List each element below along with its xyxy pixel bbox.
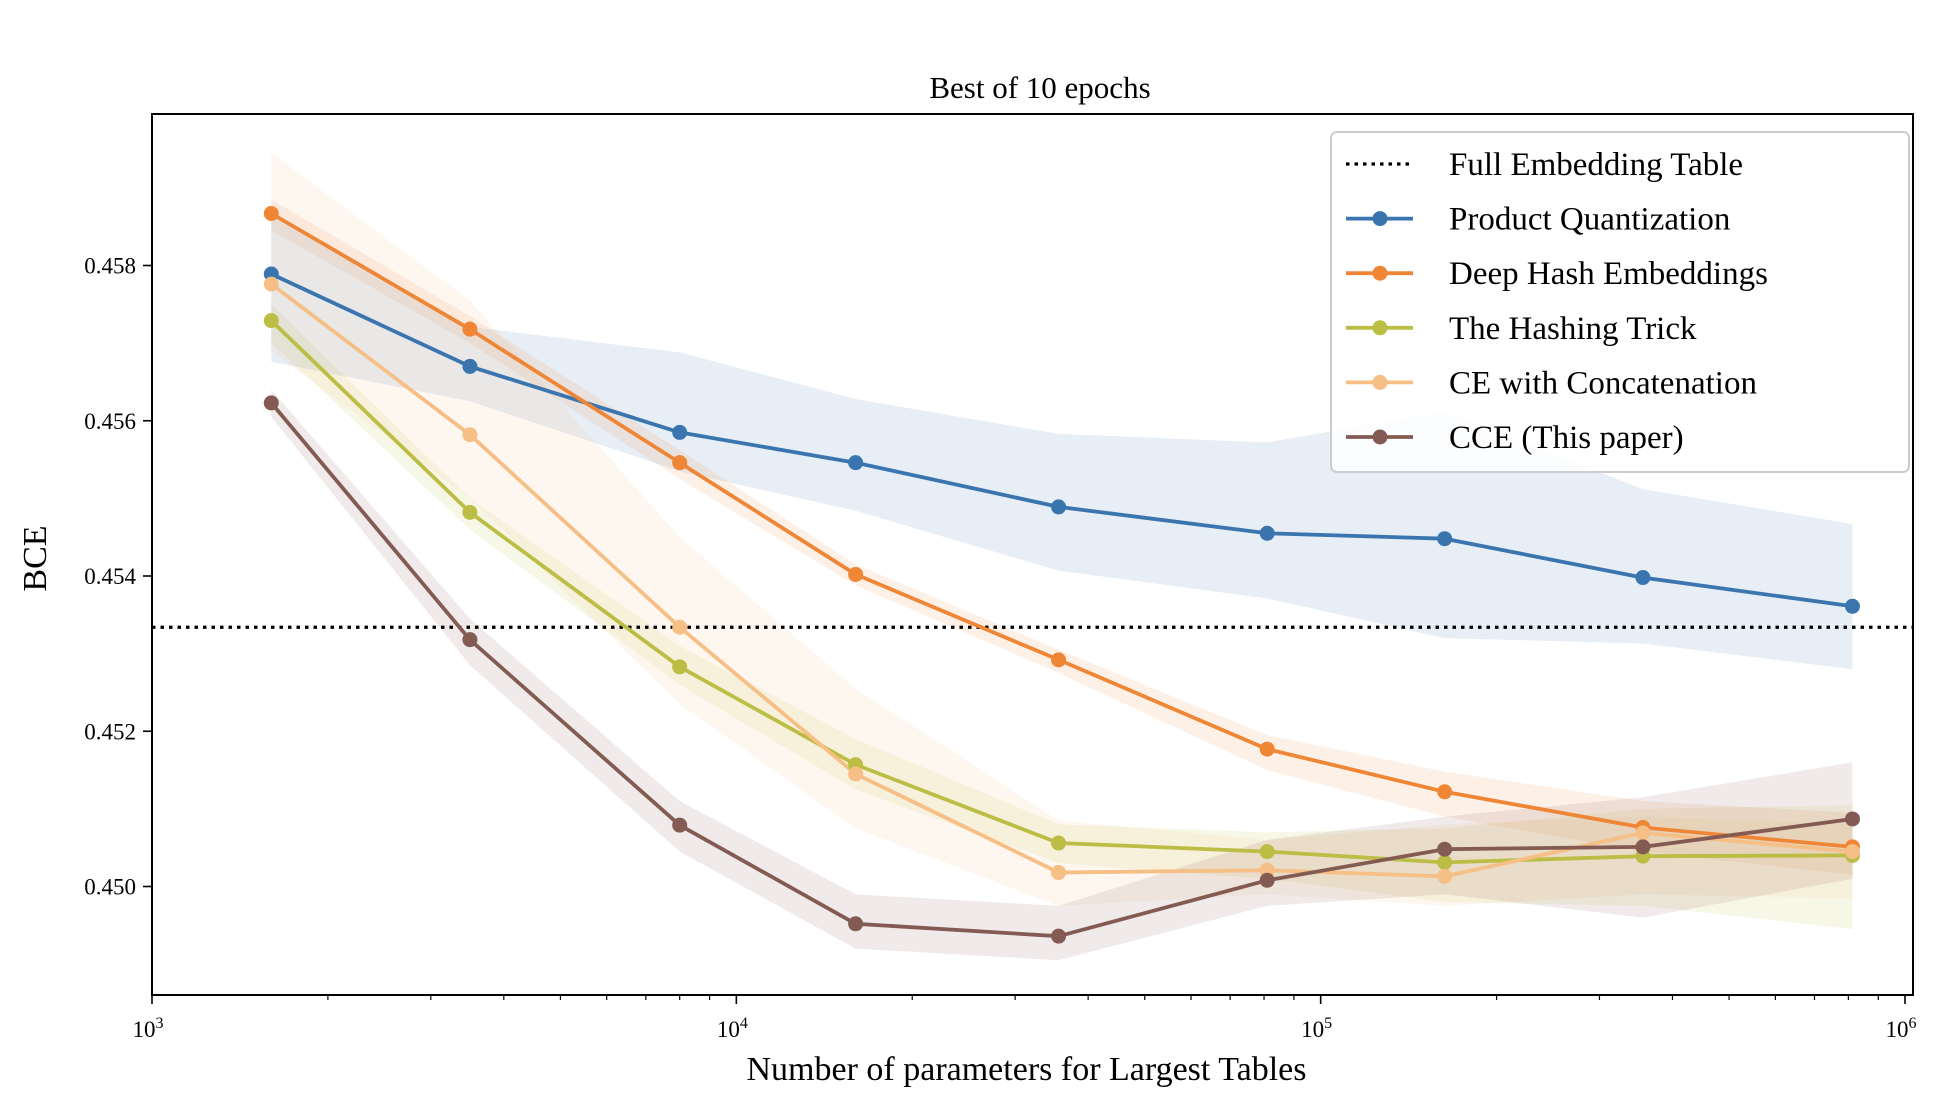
y-tick-label: 0.458 [84,254,136,279]
x-tick-label: 106 [1886,1015,1917,1042]
plot-frame [151,113,1914,996]
data-point [462,358,478,374]
series-points [263,205,1860,944]
legend-box [1330,131,1910,473]
legend-marker-icon [1372,429,1388,445]
legend-label: Full Embedding Table [1449,147,1743,183]
data-point [1259,741,1275,757]
legend-marker-icon [1372,265,1388,281]
data-point [462,632,478,648]
legend-marker-icon [1372,374,1388,390]
x-tick-label: 105 [1301,1015,1332,1042]
chart-title: Best of 10 epochs [929,70,1150,105]
data-point [462,321,478,337]
data-point [672,424,688,440]
confidence-band [271,304,1853,930]
data-point [1635,839,1651,855]
data-point [1437,531,1453,547]
data-point [263,313,279,329]
x-axis-ticks: 103 104 105 106 [133,995,1917,1042]
data-point [1259,844,1275,860]
legend-label: Deep Hash Embeddings [1449,256,1768,292]
data-point [1051,865,1067,881]
data-point [1437,784,1453,800]
legend-label: CE with Concatenation [1449,365,1757,401]
legend-item: CCE (This paper) [1346,420,1684,456]
x-axis-label: Number of parameters for Largest Tables [747,1051,1307,1088]
data-point [1437,868,1453,884]
data-point [1437,841,1453,857]
data-point [672,659,688,675]
confidence-band [271,199,1853,875]
data-point [848,916,864,932]
y-tick-label: 0.456 [84,409,136,434]
legend-label: The Hashing Trick [1449,311,1697,347]
data-point [1844,598,1860,614]
data-point [848,455,864,471]
y-tick-label: 0.452 [84,719,136,744]
x-tick-label: 104 [717,1015,748,1042]
x-tick-label: 103 [133,1015,164,1042]
data-point [1051,499,1067,515]
data-point [1844,844,1860,860]
y-axis-label: BCE [17,525,54,591]
data-point [1259,525,1275,541]
y-tick-label: 0.454 [84,564,136,589]
legend-item: Full Embedding Table [1346,147,1743,183]
data-point [1635,570,1651,586]
y-axis-ticks: 0.450 0.452 0.454 0.456 0.458 [84,254,152,900]
data-point [1051,928,1067,944]
data-point [672,619,688,635]
data-point [263,395,279,411]
data-point [848,566,864,582]
legend-label: Product Quantization [1449,202,1730,238]
data-point [1635,825,1651,841]
legend-item: CE with Concatenation [1346,365,1757,401]
data-point [1844,811,1860,827]
data-point [462,504,478,520]
legend-item: Product Quantization [1346,202,1730,238]
legend-marker-icon [1372,211,1388,227]
data-point [462,427,478,443]
data-point [848,766,864,782]
y-tick-label: 0.450 [84,875,136,900]
confidence-band [271,215,1853,670]
data-point [263,276,279,292]
data-point [1051,652,1067,668]
data-point [263,205,279,221]
data-point [672,455,688,471]
data-point [1437,854,1453,870]
legend: Full Embedding Table Product Quantization… [1330,131,1910,473]
legend-marker-icon [1372,320,1388,336]
legend-item: Deep Hash Embeddings [1346,256,1768,292]
confidence-band [271,389,1853,961]
data-point [1051,835,1067,851]
legend-label: CCE (This paper) [1449,420,1684,456]
data-point [1259,872,1275,888]
legend-item: The Hashing Trick [1346,311,1697,347]
data-point [672,817,688,833]
